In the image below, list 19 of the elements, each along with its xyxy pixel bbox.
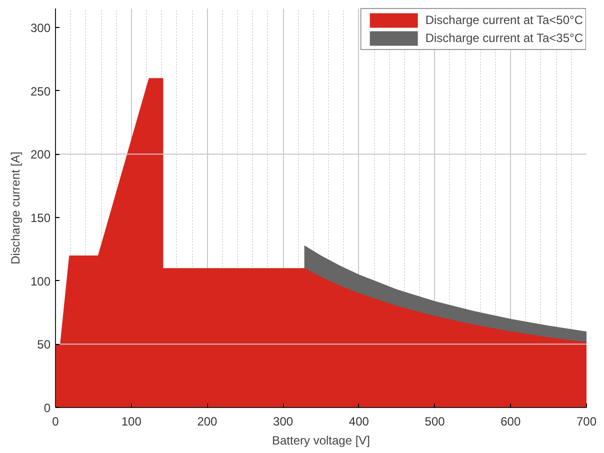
x-tick-label: 700 <box>576 414 597 428</box>
x-axis-title: Battery voltage [V] <box>272 434 370 448</box>
x-tick-label: 500 <box>424 414 446 428</box>
legend-label: Discharge current at Ta<50°C <box>425 13 583 27</box>
y-tick-label: 250 <box>30 84 51 98</box>
x-tick-label: 0 <box>52 414 60 428</box>
y-tick-label: 100 <box>30 274 51 288</box>
y-tick-label: 0 <box>44 401 51 415</box>
x-tick-label: 400 <box>348 414 370 428</box>
y-tick-label: 50 <box>37 338 51 352</box>
x-tick-label: 200 <box>197 414 218 428</box>
y-axis-title: Discharge current [A] <box>8 152 22 264</box>
legend-label: Discharge current at Ta<35°C <box>425 31 583 45</box>
y-tick-label: 150 <box>30 211 51 225</box>
y-tick-label: 300 <box>30 21 51 35</box>
x-tick-label: 100 <box>121 414 142 428</box>
x-tick-label: 300 <box>273 414 294 428</box>
y-tick-label: 200 <box>30 148 51 162</box>
x-tick-label: 600 <box>500 414 521 428</box>
